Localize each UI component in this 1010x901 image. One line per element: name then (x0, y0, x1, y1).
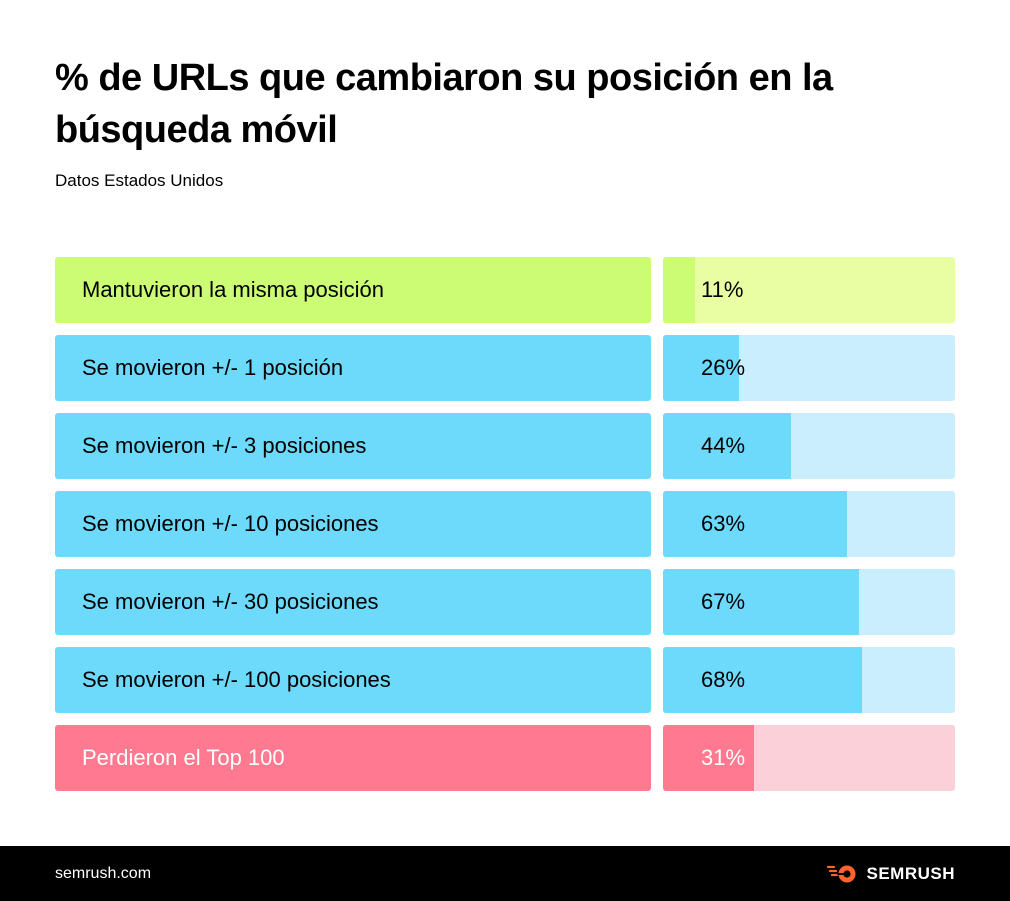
footer: semrush.com SEMRUSH (0, 846, 1010, 901)
bar-track: 63% (663, 491, 955, 557)
bar (663, 335, 739, 401)
bar (663, 725, 754, 791)
bar-row: Perdieron el Top 100 31% (55, 725, 955, 791)
chart-subtitle: Datos Estados Unidos (55, 171, 224, 190)
category-label: Perdieron el Top 100 (55, 725, 651, 791)
category-label: Se movieron +/- 10 posiciones (55, 491, 651, 557)
category-label: Se movieron +/- 1 posición (55, 335, 651, 401)
bar-row: Se movieron +/- 100 posiciones 68% (55, 647, 955, 713)
bar (663, 413, 791, 479)
bar-track: 67% (663, 569, 955, 635)
category-label: Mantuvieron la misma posición (55, 257, 651, 323)
category-label: Se movieron +/- 30 posiciones (55, 569, 651, 635)
bar-track: 68% (663, 647, 955, 713)
bar-track: 11% (663, 257, 955, 323)
bar (663, 257, 695, 323)
data-label: 44% (701, 433, 746, 458)
data-label: 31% (701, 745, 746, 770)
footer-url[interactable]: semrush.com (55, 864, 152, 882)
bar (663, 569, 859, 635)
category-label: Se movieron +/- 100 posiciones (55, 647, 651, 713)
category-label: Se movieron +/- 3 posiciones (55, 413, 651, 479)
bar-row: Se movieron +/- 10 posiciones 63% (55, 491, 955, 557)
data-label: 63% (701, 511, 746, 536)
bar-chart: Mantuvieron la misma posición 11% Se movie… (55, 257, 955, 803)
semrush-logo: SEMRUSH (827, 846, 955, 901)
bar (663, 491, 847, 557)
bar-row: Se movieron +/- 1 posición 26% (55, 335, 955, 401)
bar-row: Se movieron +/- 30 posiciones 67% (55, 569, 955, 635)
data-label: 26% (701, 355, 746, 380)
data-label: 11% (701, 277, 744, 302)
bar (663, 647, 862, 713)
data-label: 68% (701, 667, 746, 692)
semrush-fire-icon (827, 865, 856, 882)
bar-track: 31% (663, 725, 955, 791)
bar-row: Se movieron +/- 3 posiciones 44% (55, 413, 955, 479)
chart-title: % de URLs que cambiaron su posición en l… (55, 57, 833, 151)
data-label: 67% (701, 589, 746, 614)
brand-wordmark: SEMRUSH (866, 863, 955, 883)
bar-row: Mantuvieron la misma posición 11% (55, 257, 955, 323)
bar-track: 44% (663, 413, 955, 479)
bar-track: 26% (663, 335, 955, 401)
